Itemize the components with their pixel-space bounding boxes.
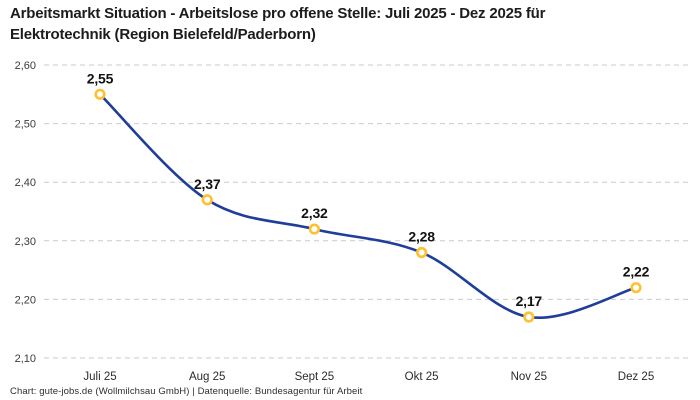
x-axis-tick-label: Juli 25 <box>83 371 116 383</box>
data-point-label: 2,28 <box>408 229 435 245</box>
data-point-marker <box>523 311 535 323</box>
data-point-label: 2,37 <box>194 176 221 192</box>
data-point-marker <box>94 88 106 100</box>
data-point-label: 2,32 <box>301 205 328 221</box>
y-axis-tick-label: 2,40 <box>15 177 36 189</box>
series-line <box>98 93 638 320</box>
x-axis-tick-label: Sept 25 <box>295 371 335 383</box>
y-axis-tick-label: 2,50 <box>15 119 36 131</box>
y-axis-tick-label: 2,60 <box>15 60 36 72</box>
data-point-label: 2,17 <box>516 293 543 309</box>
chart-title: Arbeitsmarkt Situation - Arbeitslose pro… <box>10 5 546 43</box>
y-axis-tick-label: 2,20 <box>15 294 36 306</box>
data-point-marker <box>308 223 321 235</box>
x-axis-tick-label: Dez 25 <box>618 371 654 383</box>
x-axis-tick-label: Aug 25 <box>189 371 225 383</box>
data-point-label: 2,55 <box>87 70 114 86</box>
x-axis-tick-label: Nov 25 <box>511 371 547 383</box>
data-point-marker <box>201 194 213 206</box>
y-axis-tick-label: 2,30 <box>15 236 36 248</box>
data-point-marker <box>416 246 428 259</box>
data-point-marker <box>630 282 642 294</box>
chart-credit: Chart: gute-jobs.de (Wollmilchsau GmbH) … <box>10 386 363 397</box>
data-point-label: 2,22 <box>623 264 650 280</box>
x-axis-tick-label: Okt 25 <box>405 371 439 383</box>
y-axis-tick-label: 2,10 <box>15 353 36 365</box>
